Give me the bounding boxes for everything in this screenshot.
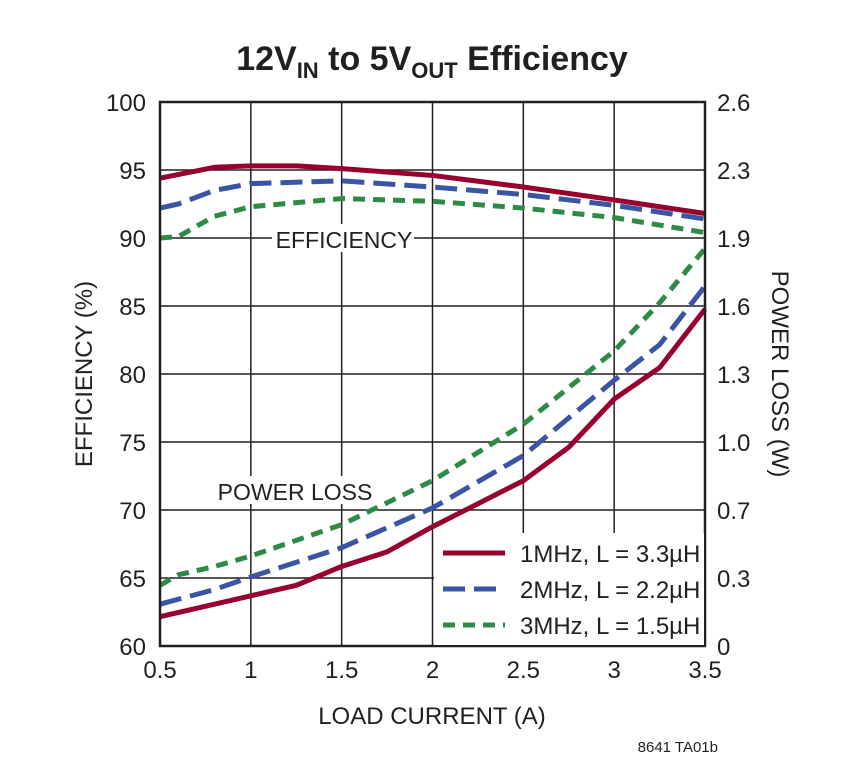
y-axis-label: EFFICIENCY (%) <box>71 281 98 467</box>
y-tick-label: 80 <box>119 362 146 389</box>
y2-tick-label: 0 <box>717 634 730 661</box>
power-loss-line-3 <box>158 246 707 588</box>
chart-title: 12VIN to 5VOUT Efficiency <box>236 40 628 83</box>
y2-tick-label: 1.0 <box>717 430 750 457</box>
plot-frame <box>158 100 707 648</box>
y-tick-label: 75 <box>119 430 146 457</box>
y2-tick-label: 0.3 <box>717 566 750 593</box>
footnote: 8641 TA01b <box>638 739 718 756</box>
y-tick-label: 85 <box>119 294 146 321</box>
x-tick-label: 3.5 <box>688 657 721 684</box>
y-tick-label: 95 <box>119 158 146 185</box>
power-loss-line-2 <box>159 284 707 607</box>
legend-label: 2MHz, L = 2.2µH <box>520 577 700 604</box>
y2-tick-label: 1.9 <box>717 226 750 253</box>
efficiency-annotation: EFFICIENCY <box>276 227 413 253</box>
y2-tick-label: 2.3 <box>717 158 750 185</box>
x-tick-label: 0.5 <box>143 657 176 684</box>
y-tick-label: 100 <box>106 90 146 117</box>
efficiency-line-1 <box>159 163 706 216</box>
y2-axis-label: POWER LOSS (W) <box>766 271 793 478</box>
y2-tick-label: 1.3 <box>717 362 750 389</box>
y2-tick-label: 0.7 <box>717 498 750 525</box>
efficiency-line-2 <box>159 178 706 222</box>
legend-label: 1MHz, L = 3.3µH <box>520 541 700 568</box>
y-tick-label: 90 <box>119 226 146 253</box>
y-tick-label: 60 <box>119 634 146 661</box>
power-loss-annotation: POWER LOSS <box>218 479 373 505</box>
x-tick-label: 2.5 <box>507 657 540 684</box>
x-tick-label: 3 <box>607 657 620 684</box>
y-tick-label: 70 <box>119 498 146 525</box>
y-tick-label: 65 <box>119 566 146 593</box>
x-axis-label: LOAD CURRENT (A) <box>318 703 546 730</box>
y2-tick-label: 2.6 <box>717 90 750 117</box>
legend: 1MHz, L = 3.3µH 2MHz, L = 2.2µH 3MHz, L = … <box>434 533 704 645</box>
x-tick-label: 2 <box>426 657 439 684</box>
x-tick-label: 1 <box>244 657 257 684</box>
efficiency-line-3 <box>159 196 706 241</box>
power-loss-label-bg <box>210 476 380 504</box>
efficiency-label-bg <box>272 224 414 252</box>
power-loss-line-1 <box>159 307 707 620</box>
legend-label: 3MHz, L = 1.5µH <box>520 613 700 640</box>
x-tick-label: 1.5 <box>325 657 358 684</box>
y2-tick-label: 1.6 <box>717 294 750 321</box>
